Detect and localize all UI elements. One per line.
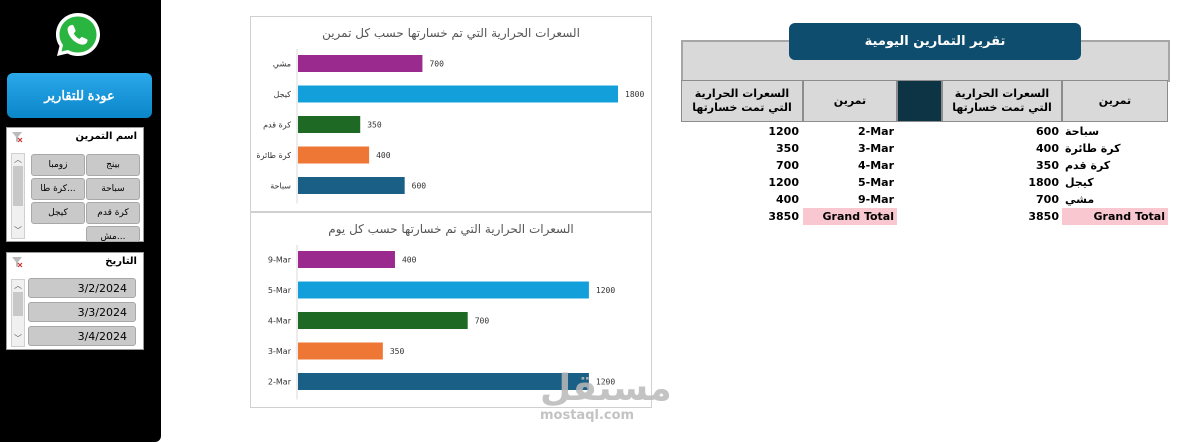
watermark-logo: مستقل [540,368,672,409]
chart-category-label: كرة طائرة [256,151,291,160]
right-row-label: كيجل [1065,176,1094,189]
date-slicer-scrollbar[interactable]: ︿ ﹀ [11,279,25,347]
chart-data-label: 700 [475,317,490,326]
chart-bar[interactable] [298,251,395,268]
slicer-chip-swimming[interactable]: سباحة [86,178,140,200]
sidebar: عودة للتقارير اسم التمرين ︿ ﹀ بينج زومبا… [0,0,161,442]
scroll-down-icon[interactable]: ﹀ [14,334,22,343]
slicer-chip-bing[interactable]: بينج [86,154,140,176]
date-slicer-title: التاريخ [105,256,137,267]
chart-category-label: 2-Mar [268,378,292,387]
right-grand-total-label: Grand Total [1062,208,1168,225]
right-row-label: كرة قدم [1065,159,1111,172]
chart-category-label: 5-Mar [268,286,292,295]
left-col-calories-header: السعرات الحرارية التي تمت خسارتها [681,80,803,122]
chart-title: السعرات الحرارية التي تم خسارتها حسب كل … [328,222,573,237]
chart-data-label: 1800 [625,90,644,99]
chart-bar[interactable] [298,312,468,329]
chart-bar[interactable] [298,85,618,103]
right-total-calories: 3850 [1028,210,1059,223]
left-row-calories: 700 [776,159,799,172]
chart-data-label: 1200 [596,378,615,387]
date-slicer: التاريخ ︿ ﹀ 3/2/2024 3/3/2024 3/4/2024 [6,252,144,350]
chart-bar[interactable] [298,373,589,390]
watermark-site: mostaql.com [540,408,635,423]
scroll-up-icon[interactable]: ︿ [14,155,22,164]
scroll-thumb[interactable] [13,166,23,206]
chart-by-day: السعرات الحرارية التي تم خسارتها حسب كل … [250,212,652,408]
chart-data-label: 400 [376,151,391,160]
slicer-chip-football[interactable]: كرة قدم [86,202,140,224]
left-row-label: 2-Mar [857,125,894,138]
left-row-label: 5-Mar [857,176,894,189]
right-row-label: سباحة [1065,125,1100,138]
slicer-chip-walking[interactable]: مش... [86,226,140,242]
date-chip-3[interactable]: 3/4/2024 [28,326,136,346]
date-chip-2[interactable]: 3/3/2024 [28,302,136,322]
chart-data-label: 600 [412,182,427,191]
right-row-calories: 700 [1036,193,1059,206]
left-row-label: 9-Mar [857,193,894,206]
chart-by-exercise-svg: السعرات الحرارية التي تم خسارتها حسب كل … [256,26,644,204]
exercise-slicer: اسم التمرين ︿ ﹀ بينج زومبا سباحة كرة طا.… [6,127,144,242]
chart-data-label: 700 [429,60,444,69]
report-title: تقرير التمارين اليومية [789,23,1081,60]
scroll-down-icon[interactable]: ﹀ [14,226,22,235]
table-spacer-header [897,80,942,122]
chart-data-label: 1200 [596,286,615,295]
clear-filter-icon[interactable] [11,131,23,143]
left-row-calories: 350 [776,142,799,155]
chart-category-label: كيجل [274,90,292,99]
clear-filter-icon[interactable] [11,256,23,268]
left-col-exercise-header: تمرين [803,80,897,122]
scroll-thumb[interactable] [13,292,23,316]
left-total-calories: 3850 [768,210,799,223]
right-col-exercise-header: تمرين [1062,80,1168,122]
watermark: مستقل mostaql.com [540,368,672,424]
chart-bar[interactable] [298,342,383,360]
chart-bar[interactable] [298,55,423,72]
slicer-chip-zumba[interactable]: زومبا [31,154,85,176]
scroll-up-icon[interactable]: ︿ [14,281,22,290]
right-row-calories: 600 [1036,125,1059,138]
left-row-label: 4-Mar [857,159,894,172]
right-row-calories: 350 [1036,159,1059,172]
right-row-label: كرة طائرة [1065,142,1121,155]
date-chip-1[interactable]: 3/2/2024 [28,278,136,298]
slicer-chip-volleyball[interactable]: كرة طا... [31,178,85,200]
whatsapp-icon[interactable] [53,10,103,60]
chart-bar[interactable] [298,116,361,133]
chart-category-label: مشي [273,60,291,69]
chart-category-label: سباحة [270,182,291,191]
exercise-slicer-title: اسم التمرين [75,131,137,142]
left-row-calories: 1200 [768,176,799,189]
chart-bar[interactable] [298,177,405,194]
chart-data-label: 350 [390,347,405,356]
chart-by-exercise: السعرات الحرارية التي تم خسارتها حسب كل … [250,16,652,212]
chart-category-label: 4-Mar [268,317,292,326]
chart-category-label: كرة قدم [263,121,291,130]
left-row-calories: 1200 [768,125,799,138]
left-row-calories: 400 [776,193,799,206]
exercise-slicer-scrollbar[interactable]: ︿ ﹀ [11,153,25,239]
back-to-reports-button[interactable]: عودة للتقارير [7,73,152,118]
chart-title: السعرات الحرارية التي تم خسارتها حسب كل … [322,26,580,41]
chart-by-day-svg: السعرات الحرارية التي تم خسارتها حسب كل … [268,222,615,400]
chart-category-label: 9-Mar [268,256,292,265]
right-row-calories: 1800 [1028,176,1059,189]
left-row-label: 3-Mar [857,142,894,155]
chart-category-label: 3-Mar [268,347,292,356]
right-col-calories-header: السعرات الحرارية التي تمت خسارتها [942,80,1062,122]
chart-bar[interactable] [298,281,589,299]
right-row-label: مشي [1065,193,1095,206]
chart-data-label: 400 [402,256,417,265]
left-grand-total-label: Grand Total [803,208,897,225]
slicer-chip-kegel[interactable]: كيجل [31,202,85,224]
chart-data-label: 350 [367,121,382,130]
right-row-calories: 400 [1036,142,1059,155]
chart-bar[interactable] [298,146,370,164]
